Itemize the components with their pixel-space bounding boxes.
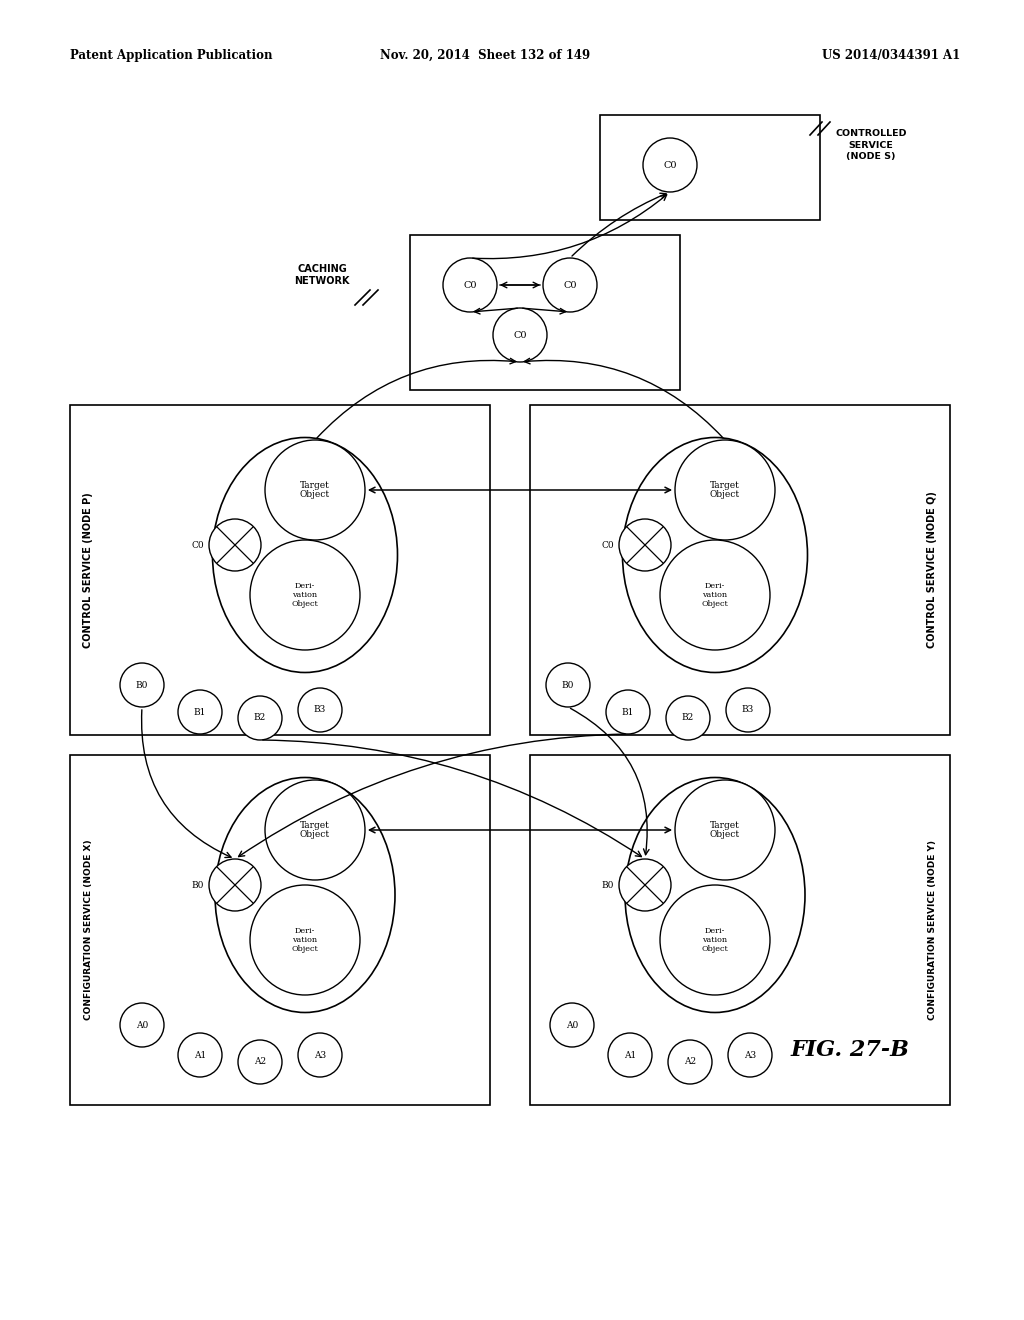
Bar <box>70 405 490 735</box>
Text: C0: C0 <box>601 540 614 549</box>
Bar <box>600 115 820 220</box>
Text: US 2014/0344391 A1: US 2014/0344391 A1 <box>821 49 961 62</box>
Circle shape <box>298 688 342 733</box>
Text: Nov. 20, 2014  Sheet 132 of 149: Nov. 20, 2014 Sheet 132 of 149 <box>380 49 590 62</box>
Text: Patent Application Publication: Patent Application Publication <box>70 49 272 62</box>
Text: A2: A2 <box>684 1057 696 1067</box>
Circle shape <box>675 440 775 540</box>
Text: C0: C0 <box>563 281 577 289</box>
Circle shape <box>238 696 282 741</box>
Text: B0: B0 <box>136 681 148 689</box>
Text: CONTROL SERVICE (NODE P): CONTROL SERVICE (NODE P) <box>83 492 93 648</box>
Text: A0: A0 <box>566 1020 579 1030</box>
Text: CONTROLLED
SERVICE
(NODE S): CONTROLLED SERVICE (NODE S) <box>835 129 906 161</box>
Text: B3: B3 <box>741 705 754 714</box>
Text: B0: B0 <box>191 880 204 890</box>
Text: CONFIGURATION SERVICE (NODE Y): CONFIGURATION SERVICE (NODE Y) <box>928 840 937 1020</box>
Text: A3: A3 <box>744 1051 756 1060</box>
Circle shape <box>265 440 365 540</box>
Text: FIG. 27-B: FIG. 27-B <box>791 1039 909 1061</box>
Circle shape <box>546 663 590 708</box>
Text: Deri-
vation
Object: Deri- vation Object <box>292 582 318 607</box>
Circle shape <box>209 859 261 911</box>
Circle shape <box>265 780 365 880</box>
Text: C0: C0 <box>191 540 204 549</box>
Bar <box>530 755 950 1105</box>
Circle shape <box>675 780 775 880</box>
Text: Deri-
vation
Object: Deri- vation Object <box>701 582 728 607</box>
Circle shape <box>543 257 597 312</box>
Circle shape <box>178 1034 222 1077</box>
Text: B1: B1 <box>622 708 634 717</box>
Circle shape <box>120 1003 164 1047</box>
Text: B2: B2 <box>682 714 694 722</box>
Text: C0: C0 <box>513 330 526 339</box>
Circle shape <box>250 884 360 995</box>
Bar <box>530 405 950 735</box>
Circle shape <box>666 696 710 741</box>
Circle shape <box>550 1003 594 1047</box>
Text: A0: A0 <box>136 1020 148 1030</box>
Circle shape <box>443 257 497 312</box>
Circle shape <box>120 663 164 708</box>
Text: Deri-
vation
Object: Deri- vation Object <box>701 928 728 953</box>
Circle shape <box>618 519 671 572</box>
Circle shape <box>726 688 770 733</box>
Text: B1: B1 <box>194 708 206 717</box>
Text: Target
Object: Target Object <box>300 821 330 840</box>
Circle shape <box>643 139 697 191</box>
Circle shape <box>618 859 671 911</box>
Circle shape <box>728 1034 772 1077</box>
Circle shape <box>660 540 770 649</box>
Text: B3: B3 <box>314 705 326 714</box>
Text: A1: A1 <box>194 1051 206 1060</box>
Circle shape <box>660 884 770 995</box>
Text: B0: B0 <box>602 880 614 890</box>
Text: A3: A3 <box>314 1051 326 1060</box>
Bar <box>70 755 490 1105</box>
Circle shape <box>298 1034 342 1077</box>
Circle shape <box>209 519 261 572</box>
Text: CACHING
NETWORK: CACHING NETWORK <box>295 264 350 286</box>
Circle shape <box>608 1034 652 1077</box>
Text: C0: C0 <box>664 161 677 169</box>
Circle shape <box>493 308 547 362</box>
Text: CONFIGURATION SERVICE (NODE X): CONFIGURATION SERVICE (NODE X) <box>84 840 92 1020</box>
Text: B0: B0 <box>562 681 574 689</box>
Circle shape <box>250 540 360 649</box>
Text: Target
Object: Target Object <box>710 480 740 499</box>
Text: C0: C0 <box>463 281 477 289</box>
Circle shape <box>606 690 650 734</box>
Circle shape <box>238 1040 282 1084</box>
Text: A1: A1 <box>624 1051 636 1060</box>
Text: A2: A2 <box>254 1057 266 1067</box>
Text: Target
Object: Target Object <box>710 821 740 840</box>
Text: B2: B2 <box>254 714 266 722</box>
Circle shape <box>178 690 222 734</box>
Circle shape <box>668 1040 712 1084</box>
Text: Deri-
vation
Object: Deri- vation Object <box>292 928 318 953</box>
Text: Target
Object: Target Object <box>300 480 330 499</box>
Text: CONTROL SERVICE (NODE Q): CONTROL SERVICE (NODE Q) <box>927 491 937 648</box>
Bar <box>410 235 680 389</box>
